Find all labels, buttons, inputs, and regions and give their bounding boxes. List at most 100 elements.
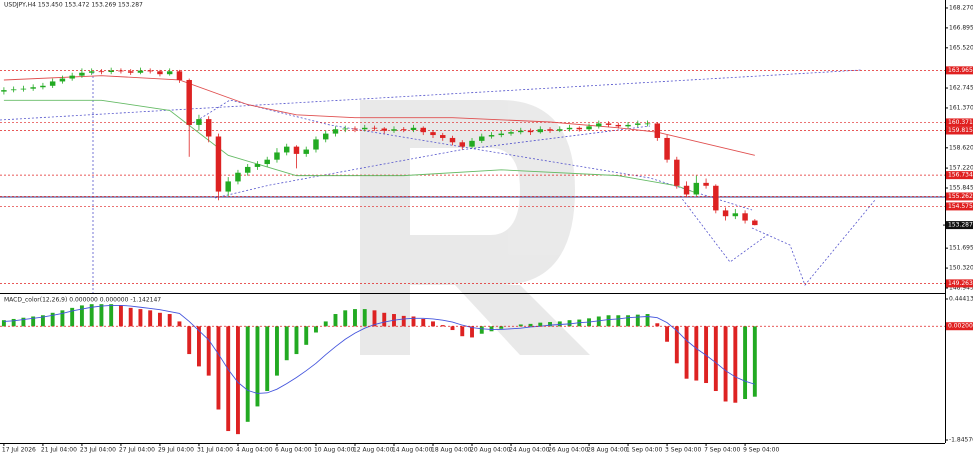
histogram-bar bbox=[752, 326, 757, 397]
histogram-bar bbox=[635, 314, 640, 327]
candle-body bbox=[362, 127, 368, 130]
candle-body bbox=[674, 159, 680, 186]
level-tag bbox=[946, 221, 973, 230]
histogram-bar bbox=[206, 326, 211, 376]
candle-body bbox=[732, 213, 739, 217]
level-label: 163.965 bbox=[948, 67, 973, 74]
candle-body bbox=[176, 71, 183, 80]
level-label: 155.262 bbox=[948, 193, 973, 200]
candle-body bbox=[313, 139, 319, 150]
candle-body bbox=[381, 128, 387, 131]
candle-body bbox=[713, 185, 719, 211]
candle-body bbox=[420, 127, 426, 133]
candle-body bbox=[137, 70, 144, 73]
candle-body bbox=[118, 70, 124, 72]
candle-body bbox=[157, 71, 163, 75]
candle-body bbox=[283, 146, 290, 153]
level-label: 0.002006 bbox=[948, 323, 973, 330]
histogram-bar bbox=[294, 326, 299, 355]
indicator-title: MACD_color(12,26,9) 0.000000 0.000000 -1… bbox=[4, 297, 161, 304]
x-tick-label: 23 Jul 04:00 bbox=[80, 447, 116, 454]
histogram-bar bbox=[479, 326, 484, 334]
histogram-bar bbox=[674, 326, 679, 364]
level-tag bbox=[946, 118, 973, 127]
histogram-bar bbox=[138, 309, 143, 327]
candle-body bbox=[391, 129, 397, 131]
histogram-bar bbox=[314, 326, 318, 333]
histogram-bar bbox=[118, 305, 123, 327]
candle-body bbox=[440, 135, 446, 138]
histogram-bar bbox=[177, 321, 182, 327]
histogram-bar bbox=[265, 326, 270, 392]
histogram-bar bbox=[79, 305, 84, 327]
candle-body bbox=[625, 124, 631, 127]
candle-body bbox=[225, 181, 231, 192]
candle-body bbox=[605, 123, 612, 125]
candle-body bbox=[498, 133, 504, 136]
candle-body bbox=[508, 132, 514, 134]
histogram-bar bbox=[665, 326, 670, 342]
x-tick-label: 28 Aug 04:00 bbox=[587, 447, 628, 454]
candle-body bbox=[459, 142, 465, 147]
candle-body bbox=[303, 149, 309, 154]
candle-body bbox=[371, 127, 378, 129]
x-tick-label: 9 Sep 04:00 bbox=[743, 447, 779, 454]
histogram-bar bbox=[694, 326, 699, 381]
candle-body bbox=[566, 127, 573, 130]
y-tick-label: 162.745 bbox=[949, 85, 973, 92]
candle-body bbox=[752, 220, 758, 226]
candle-body bbox=[235, 172, 241, 182]
histogram-bar bbox=[50, 312, 55, 327]
watermark bbox=[360, 100, 590, 355]
histogram-bar bbox=[343, 310, 348, 327]
histogram-bar bbox=[31, 316, 36, 327]
x-tick-label: 21 Jul 04:00 bbox=[41, 447, 77, 454]
candle-body bbox=[59, 78, 66, 82]
candle-body bbox=[449, 137, 456, 143]
candle-body bbox=[410, 127, 417, 130]
candle-body bbox=[703, 182, 709, 186]
candle-body bbox=[166, 71, 173, 75]
histogram-bar bbox=[21, 317, 26, 327]
candle-body bbox=[518, 130, 524, 133]
histogram-bar bbox=[323, 321, 328, 327]
level-label: 154.575 bbox=[948, 203, 973, 210]
moving-average bbox=[3, 75, 755, 156]
x-tick-label: 7 Sep 04:00 bbox=[704, 447, 740, 454]
histogram-bar bbox=[743, 326, 748, 400]
x-tick-label: 10 Aug 04:00 bbox=[314, 447, 355, 454]
level-tag bbox=[946, 192, 973, 201]
candle-body bbox=[586, 126, 592, 130]
histogram-bar bbox=[216, 326, 221, 410]
candle-body bbox=[352, 128, 358, 130]
histogram-bar bbox=[157, 312, 162, 327]
histogram-bar bbox=[548, 322, 552, 327]
candle-body bbox=[147, 70, 153, 72]
candle-body bbox=[264, 159, 270, 165]
level-label: 159.815 bbox=[948, 127, 973, 134]
histogram-bar bbox=[382, 312, 387, 327]
histogram-bar bbox=[440, 325, 445, 327]
histogram-bar bbox=[538, 322, 543, 327]
level-tag bbox=[946, 171, 973, 180]
candle-body bbox=[654, 123, 661, 138]
histogram-bar bbox=[704, 326, 709, 384]
signal-line bbox=[3, 304, 755, 394]
x-tick-label: 20 Aug 04:00 bbox=[470, 447, 511, 454]
candle-body bbox=[342, 128, 348, 130]
x-tick-label: 6 Aug 04:00 bbox=[275, 447, 312, 454]
histogram-bar bbox=[596, 316, 601, 327]
histogram-bar bbox=[353, 309, 357, 327]
candle-body bbox=[664, 137, 670, 160]
candle-body bbox=[635, 123, 641, 125]
level-tag bbox=[946, 322, 973, 331]
histogram-bar bbox=[304, 326, 309, 345]
candle-body bbox=[479, 136, 485, 141]
x-tick-label: 18 Aug 04:00 bbox=[431, 447, 472, 454]
y-tick-label: 155.845 bbox=[949, 185, 973, 192]
candle-body bbox=[254, 164, 261, 167]
candle-body bbox=[693, 182, 700, 195]
candle-body bbox=[469, 140, 475, 147]
candle-body bbox=[98, 71, 105, 73]
